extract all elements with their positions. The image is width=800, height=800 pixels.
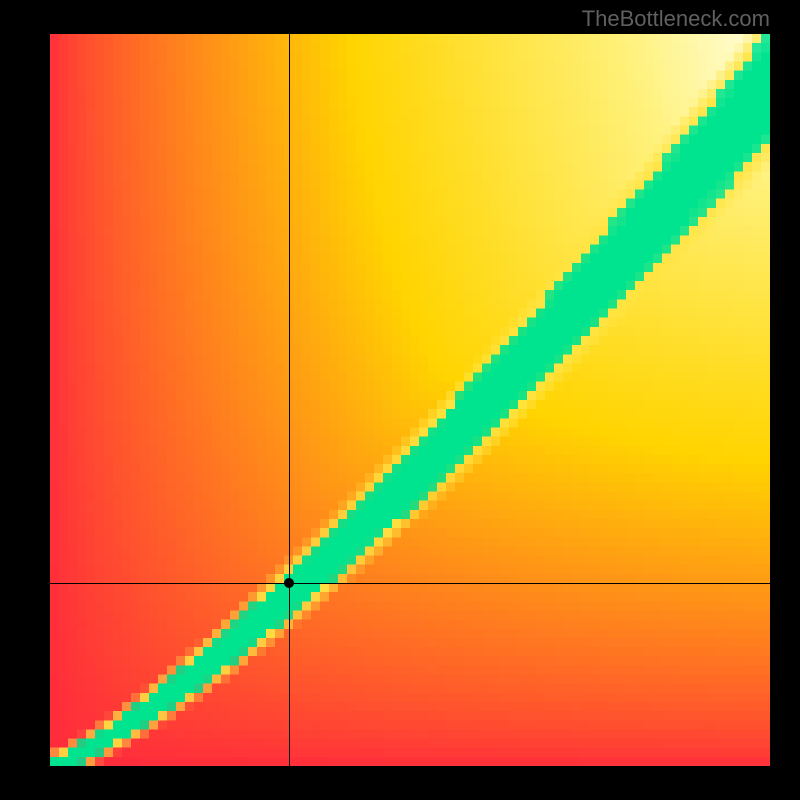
crosshair-marker bbox=[284, 578, 294, 588]
crosshair-vertical bbox=[289, 34, 290, 766]
crosshair-horizontal bbox=[50, 583, 770, 584]
heatmap-plot bbox=[50, 34, 770, 766]
watermark-text: TheBottleneck.com bbox=[582, 6, 770, 32]
